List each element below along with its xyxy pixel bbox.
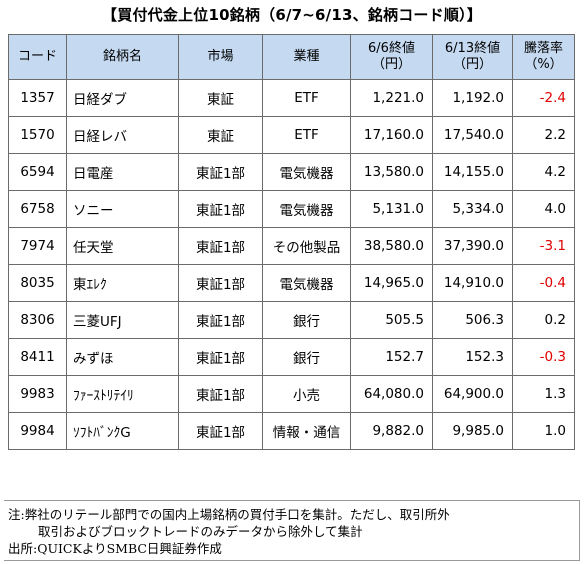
table-row: 6594 日電産 東証1部 電気機器 13,580.0 14,155.0 4.2 xyxy=(8,153,575,191)
top10-table: コード 銘柄名 市場 業種 6/6終値 （円） 6/13終値 （円） 騰落率 （%） 1357 日経… xyxy=(8,34,575,450)
cell-market: 東証1部 xyxy=(178,227,263,265)
cell-change: -0.3 xyxy=(512,338,575,376)
cell-name: 任天堂 xyxy=(66,227,179,265)
cell-close-0613: 14,155.0 xyxy=(432,153,513,191)
note-box-bottom-border xyxy=(4,560,580,561)
cell-close-0613: 152.3 xyxy=(432,338,513,376)
note-box-right-border xyxy=(579,500,580,560)
column-header: コード xyxy=(8,34,67,80)
footnote-line: 取引およびブロックトレードのみデータから除外して集計 xyxy=(38,524,363,539)
cell-code: 9984 xyxy=(8,412,67,450)
cell-code: 8035 xyxy=(8,264,67,302)
header-row: コード 銘柄名 市場 業種 6/6終値 （円） 6/13終値 （円） 騰落率 （%） xyxy=(8,34,575,80)
cell-code: 1357 xyxy=(8,79,67,117)
cell-change: -2.4 xyxy=(512,79,575,117)
cell-change: 4.0 xyxy=(512,190,575,228)
cell-change: 4.2 xyxy=(512,153,575,191)
cell-sector: その他製品 xyxy=(262,227,351,265)
cell-name: みずほ xyxy=(66,338,179,376)
cell-change: 1.0 xyxy=(512,412,575,450)
cell-change: -3.1 xyxy=(512,227,575,265)
cell-close-0613: 506.3 xyxy=(432,301,513,339)
footnote-line: 注:弊社のリテール部門での国内上場銘柄の買付手口を集計。ただし、取引所外 xyxy=(8,507,450,522)
cell-close-0613: 5,334.0 xyxy=(432,190,513,228)
cell-sector: ETF xyxy=(262,79,351,117)
cell-change: -0.4 xyxy=(512,264,575,302)
cell-market: 東証1部 xyxy=(178,190,263,228)
cell-name: ソニー xyxy=(66,190,179,228)
cell-name: 日経レバ xyxy=(66,116,179,154)
cell-market: 東証 xyxy=(178,79,263,117)
cell-close-0613: 14,910.0 xyxy=(432,264,513,302)
cell-change: 2.2 xyxy=(512,116,575,154)
table-row: 6758 ソニー 東証1部 電気機器 5,131.0 5,334.0 4.0 xyxy=(8,190,575,228)
cell-close-0606: 13,580.0 xyxy=(350,153,433,191)
cell-name: ﾌｧｰｽﾄﾘﾃｲﾘ xyxy=(66,375,179,413)
cell-sector: 小売 xyxy=(262,375,351,413)
cell-change: 1.3 xyxy=(512,375,575,413)
table-row: 8035 東ｴﾚｸ 東証1部 電気機器 14,965.0 14,910.0 -0.4 xyxy=(8,264,575,302)
column-header: 6/13終値 （円） xyxy=(432,34,513,80)
cell-sector: 電気機器 xyxy=(262,153,351,191)
cell-name: ｿﾌﾄﾊﾞﾝｸG xyxy=(66,412,179,450)
cell-close-0613: 17,540.0 xyxy=(432,116,513,154)
column-header: 銘柄名 xyxy=(66,34,179,80)
cell-close-0606: 505.5 xyxy=(350,301,433,339)
cell-sector: 銀行 xyxy=(262,338,351,376)
table-title: 【買付代金上位10銘柄（6/7~6/13、銘柄コード順）】 xyxy=(102,6,482,24)
table-row: 9983 ﾌｧｰｽﾄﾘﾃｲﾘ 東証1部 小売 64,080.0 64,900.0 1.3 xyxy=(8,375,575,413)
cell-market: 東証 xyxy=(178,116,263,154)
table-row: 1357 日経ダブ 東証 ETF 1,221.0 1,192.0 -2.4 xyxy=(8,79,575,117)
source-line: 出所:QUICKよりSMBC日興証券作成 xyxy=(8,541,222,556)
cell-market: 東証1部 xyxy=(178,375,263,413)
cell-change: 0.2 xyxy=(512,301,575,339)
column-header: 6/6終値 （円） xyxy=(350,34,433,80)
cell-sector: 電気機器 xyxy=(262,264,351,302)
cell-code: 8306 xyxy=(8,301,67,339)
cell-sector: 銀行 xyxy=(262,301,351,339)
cell-code: 6594 xyxy=(8,153,67,191)
cell-code: 9983 xyxy=(8,375,67,413)
table-row: 9984 ｿﾌﾄﾊﾞﾝｸG 東証1部 情報・通信 9,882.0 9,985.0 1.0 xyxy=(8,412,575,450)
cell-close-0606: 1,221.0 xyxy=(350,79,433,117)
cell-code: 6758 xyxy=(8,190,67,228)
table-row: 7974 任天堂 東証1部 その他製品 38,580.0 37,390.0 -3.1 xyxy=(8,227,575,265)
cell-market: 東証1部 xyxy=(178,153,263,191)
column-header: 騰落率 （%） xyxy=(512,34,575,80)
cell-sector: 情報・通信 xyxy=(262,412,351,450)
cell-close-0613: 9,985.0 xyxy=(432,412,513,450)
cell-close-0606: 14,965.0 xyxy=(350,264,433,302)
cell-name: 三菱UFJ xyxy=(66,301,179,339)
table-row: 8411 みずほ 東証1部 銀行 152.7 152.3 -0.3 xyxy=(8,338,575,376)
cell-close-0613: 37,390.0 xyxy=(432,227,513,265)
cell-close-0606: 17,160.0 xyxy=(350,116,433,154)
cell-name: 日経ダブ xyxy=(66,79,179,117)
cell-close-0606: 5,131.0 xyxy=(350,190,433,228)
cell-close-0613: 64,900.0 xyxy=(432,375,513,413)
table-row: 8306 三菱UFJ 東証1部 銀行 505.5 506.3 0.2 xyxy=(8,301,575,339)
cell-code: 1570 xyxy=(8,116,67,154)
table-body: 1357 日経ダブ 東証 ETF 1,221.0 1,192.0 -2.4 1570 日経レバ東… xyxy=(8,79,575,450)
cell-market: 東証1部 xyxy=(178,264,263,302)
cell-close-0606: 9,882.0 xyxy=(350,412,433,450)
cell-name: 東ｴﾚｸ xyxy=(66,264,179,302)
cell-close-0606: 64,080.0 xyxy=(350,375,433,413)
cell-sector: ETF xyxy=(262,116,351,154)
cell-name: 日電産 xyxy=(66,153,179,191)
column-header: 市場 xyxy=(178,34,263,80)
footnote: 注:弊社のリテール部門での国内上場銘柄の買付手口を集計。ただし、取引所外 取引お… xyxy=(8,506,578,557)
cell-market: 東証1部 xyxy=(178,338,263,376)
cell-close-0606: 152.7 xyxy=(350,338,433,376)
cell-code: 7974 xyxy=(8,227,67,265)
note-box-top-border xyxy=(4,500,580,501)
cell-code: 8411 xyxy=(8,338,67,376)
table-row: 1570 日経レバ 東証 ETF 17,160.0 17,540.0 2.2 xyxy=(8,116,575,154)
cell-close-0606: 38,580.0 xyxy=(350,227,433,265)
cell-market: 東証1部 xyxy=(178,301,263,339)
cell-market: 東証1部 xyxy=(178,412,263,450)
column-header: 業種 xyxy=(262,34,351,80)
cell-sector: 電気機器 xyxy=(262,190,351,228)
cell-close-0613: 1,192.0 xyxy=(432,79,513,117)
